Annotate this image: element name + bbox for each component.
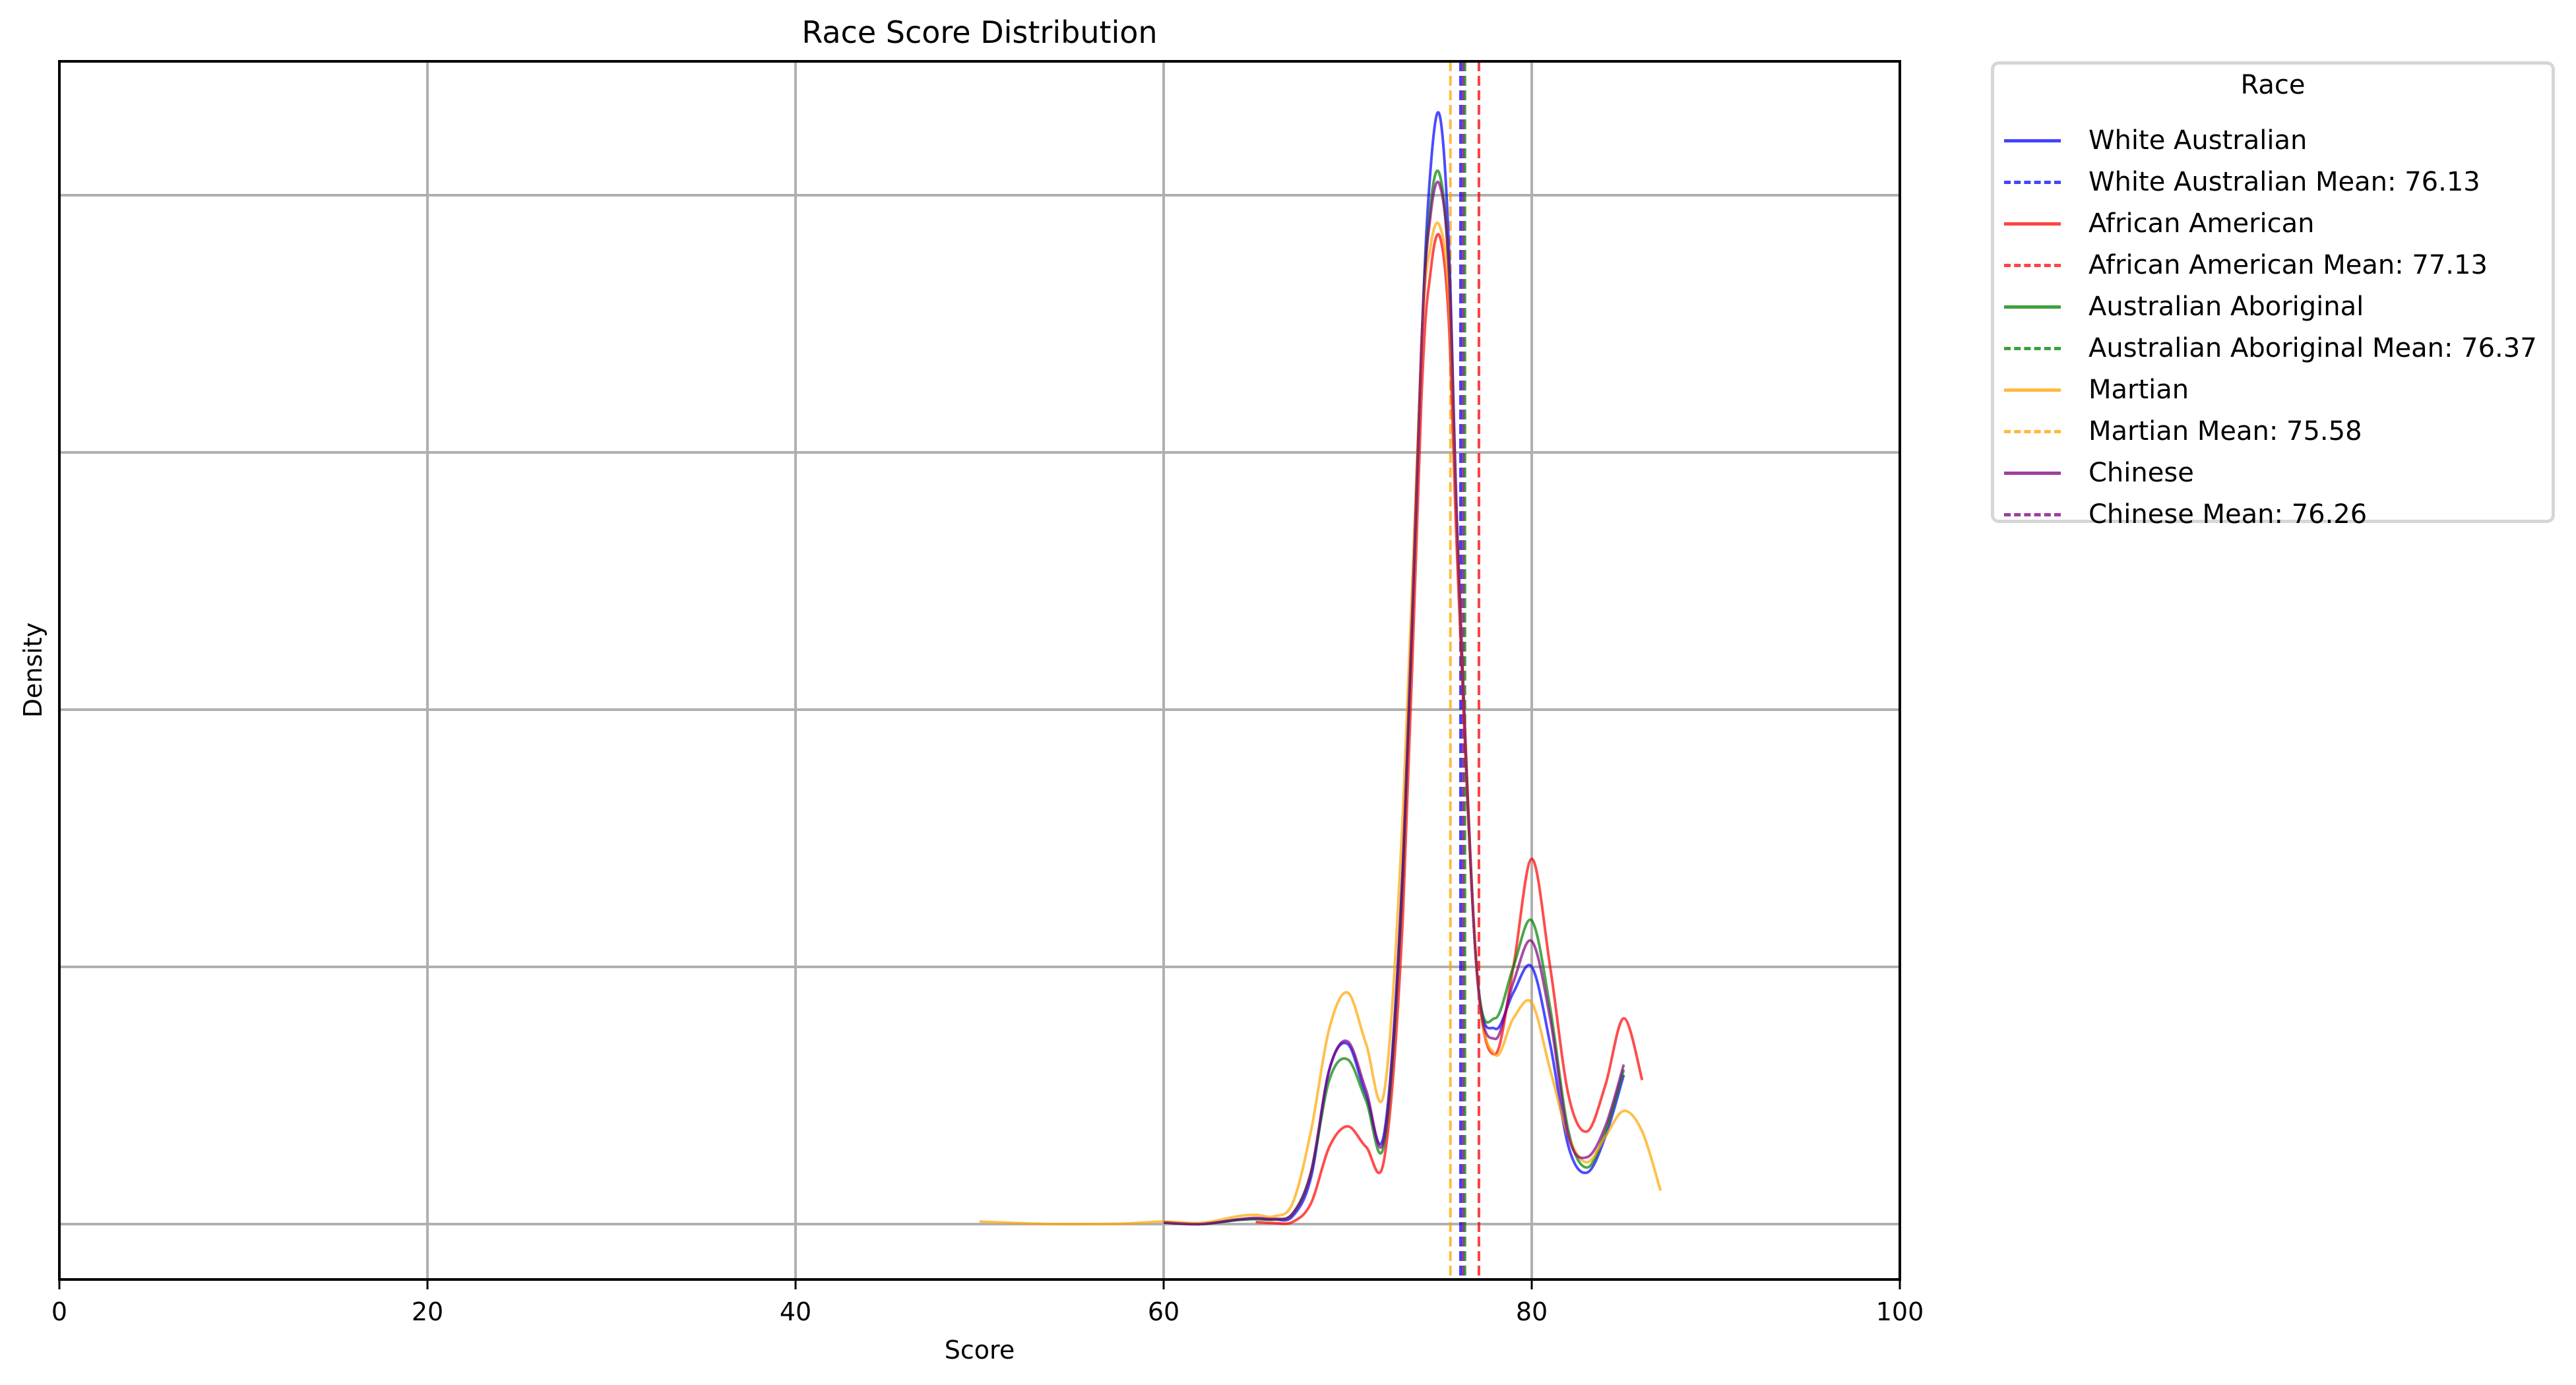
solid-line-icon xyxy=(2004,471,2061,475)
legend-label: Chinese Mean: 76.26 xyxy=(2089,499,2368,530)
y-axis-label: Density xyxy=(18,623,47,718)
x-tick-label: 60 xyxy=(1148,1297,1179,1326)
x-axis-ticks: 0 20 40 60 80 100 xyxy=(51,1279,1924,1326)
solid-line-icon xyxy=(2004,222,2061,226)
legend-item: Australian Aboriginal Mean: 76.37 xyxy=(2004,328,2537,368)
legend-item: Chinese xyxy=(2004,453,2194,493)
legend-item: Australian Aboriginal xyxy=(2004,287,2364,326)
density-curves xyxy=(979,111,1662,1226)
solid-line-icon xyxy=(2004,138,2061,142)
x-tick-label: 40 xyxy=(780,1297,811,1326)
dashed-line-icon xyxy=(2004,263,2061,267)
mean-lines xyxy=(1449,61,1480,1279)
x-tick-label: 80 xyxy=(1516,1297,1548,1326)
legend-label: Chinese xyxy=(2089,458,2194,488)
dashed-line-icon xyxy=(2004,180,2061,184)
dashed-line-icon xyxy=(2004,346,2061,350)
dashed-line-icon xyxy=(2004,512,2061,516)
density-curve xyxy=(1163,180,1625,1226)
density-curve xyxy=(1163,111,1625,1226)
legend-label: Martian xyxy=(2089,375,2189,405)
legend-label: Australian Aboriginal Mean: 76.37 xyxy=(2089,333,2537,363)
legend-item: White Australian Mean: 76.13 xyxy=(2004,162,2480,202)
legend-item: White Australian xyxy=(2004,121,2307,160)
x-tick-label: 0 xyxy=(51,1297,67,1326)
legend-item: African American xyxy=(2004,204,2315,243)
legend-item: Chinese Mean: 76.26 xyxy=(2004,495,2367,534)
plot-frame xyxy=(58,60,1901,1281)
density-curve xyxy=(1255,233,1644,1225)
solid-line-icon xyxy=(2004,388,2061,392)
legend-label: African American xyxy=(2089,208,2315,239)
legend-label: Australian Aboriginal xyxy=(2089,292,2364,322)
dashed-line-icon xyxy=(2004,429,2061,433)
x-tick-label: 20 xyxy=(412,1297,443,1326)
legend-label: White Australian xyxy=(2089,125,2308,156)
chart-title: Race Score Distribution xyxy=(801,15,1157,50)
legend: Race White Australian White Australian Me… xyxy=(1991,61,2555,530)
legend-item: Martian Mean: 75.58 xyxy=(2004,412,2362,451)
grid-lines xyxy=(58,61,1901,1279)
x-axis-label: Score xyxy=(945,1336,1015,1365)
x-tick-label: 100 xyxy=(1876,1297,1924,1326)
legend-item: African American Mean: 77.13 xyxy=(2004,245,2488,285)
legend-label: African American Mean: 77.13 xyxy=(2089,250,2488,280)
legend-label: White Australian Mean: 76.13 xyxy=(2089,167,2480,197)
solid-line-icon xyxy=(2004,305,2061,309)
legend-label: Martian Mean: 75.58 xyxy=(2089,416,2362,446)
legend-item: Martian xyxy=(2004,370,2189,410)
legend-title: Race xyxy=(2240,70,2306,100)
